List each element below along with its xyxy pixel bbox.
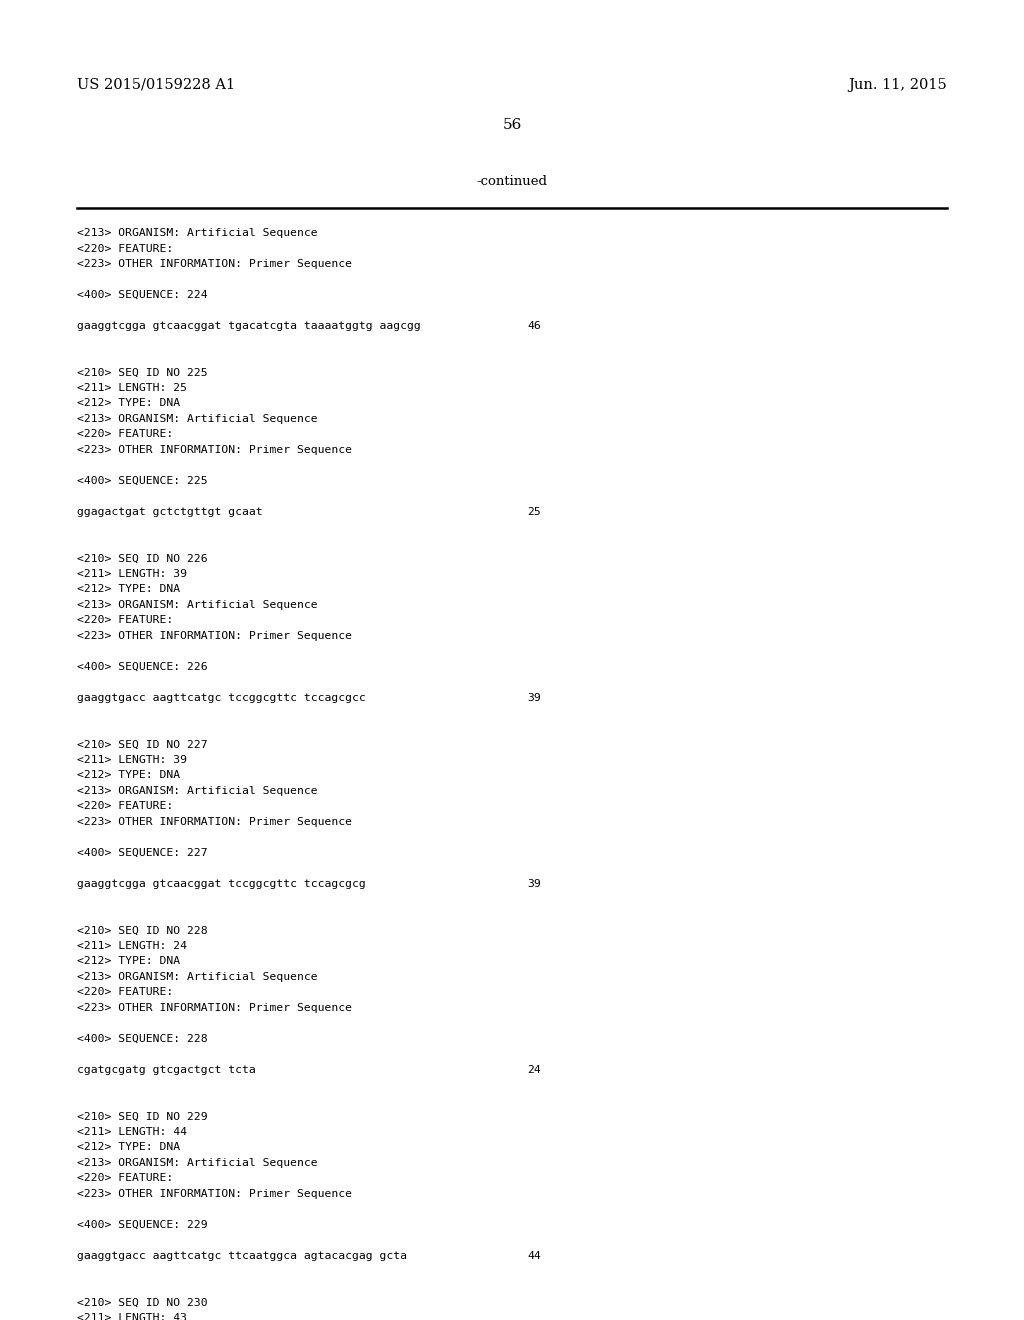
Text: <220> FEATURE:: <220> FEATURE: (77, 615, 173, 626)
Text: <223> OTHER INFORMATION: Primer Sequence: <223> OTHER INFORMATION: Primer Sequence (77, 631, 352, 642)
Text: <213> ORGANISM: Artificial Sequence: <213> ORGANISM: Artificial Sequence (77, 972, 317, 982)
Text: <210> SEQ ID NO 228: <210> SEQ ID NO 228 (77, 925, 208, 936)
Text: ggagactgat gctctgttgt gcaat: ggagactgat gctctgttgt gcaat (77, 507, 262, 517)
Text: <211> LENGTH: 44: <211> LENGTH: 44 (77, 1127, 186, 1137)
Text: 46: 46 (527, 321, 541, 331)
Text: <212> TYPE: DNA: <212> TYPE: DNA (77, 585, 180, 594)
Text: <220> FEATURE:: <220> FEATURE: (77, 429, 173, 440)
Text: <400> SEQUENCE: 228: <400> SEQUENCE: 228 (77, 1034, 208, 1044)
Text: <212> TYPE: DNA: <212> TYPE: DNA (77, 957, 180, 966)
Text: <400> SEQUENCE: 224: <400> SEQUENCE: 224 (77, 290, 208, 300)
Text: <211> LENGTH: 39: <211> LENGTH: 39 (77, 569, 186, 579)
Text: <400> SEQUENCE: 227: <400> SEQUENCE: 227 (77, 847, 208, 858)
Text: <210> SEQ ID NO 225: <210> SEQ ID NO 225 (77, 367, 208, 378)
Text: <212> TYPE: DNA: <212> TYPE: DNA (77, 1143, 180, 1152)
Text: gaaggtgacc aagttcatgc ttcaatggca agtacacgag gcta: gaaggtgacc aagttcatgc ttcaatggca agtacac… (77, 1251, 407, 1261)
Text: <223> OTHER INFORMATION: Primer Sequence: <223> OTHER INFORMATION: Primer Sequence (77, 817, 352, 828)
Text: gaaggtcgga gtcaacggat tgacatcgta taaaatggtg aagcgg: gaaggtcgga gtcaacggat tgacatcgta taaaatg… (77, 321, 421, 331)
Text: <213> ORGANISM: Artificial Sequence: <213> ORGANISM: Artificial Sequence (77, 414, 317, 424)
Text: <220> FEATURE:: <220> FEATURE: (77, 801, 173, 812)
Text: <210> SEQ ID NO 227: <210> SEQ ID NO 227 (77, 739, 208, 750)
Text: <210> SEQ ID NO 230: <210> SEQ ID NO 230 (77, 1298, 208, 1308)
Text: <213> ORGANISM: Artificial Sequence: <213> ORGANISM: Artificial Sequence (77, 785, 317, 796)
Text: <213> ORGANISM: Artificial Sequence: <213> ORGANISM: Artificial Sequence (77, 1158, 317, 1168)
Text: US 2015/0159228 A1: US 2015/0159228 A1 (77, 78, 234, 92)
Text: <210> SEQ ID NO 226: <210> SEQ ID NO 226 (77, 553, 208, 564)
Text: <210> SEQ ID NO 229: <210> SEQ ID NO 229 (77, 1111, 208, 1122)
Text: <213> ORGANISM: Artificial Sequence: <213> ORGANISM: Artificial Sequence (77, 601, 317, 610)
Text: 56: 56 (503, 117, 521, 132)
Text: 39: 39 (527, 879, 541, 888)
Text: <212> TYPE: DNA: <212> TYPE: DNA (77, 771, 180, 780)
Text: cgatgcgatg gtcgactgct tcta: cgatgcgatg gtcgactgct tcta (77, 1065, 256, 1074)
Text: Jun. 11, 2015: Jun. 11, 2015 (849, 78, 947, 92)
Text: <212> TYPE: DNA: <212> TYPE: DNA (77, 399, 180, 408)
Text: 39: 39 (527, 693, 541, 704)
Text: <211> LENGTH: 43: <211> LENGTH: 43 (77, 1313, 186, 1320)
Text: <220> FEATURE:: <220> FEATURE: (77, 1173, 173, 1184)
Text: <400> SEQUENCE: 229: <400> SEQUENCE: 229 (77, 1220, 208, 1230)
Text: <400> SEQUENCE: 225: <400> SEQUENCE: 225 (77, 477, 208, 486)
Text: <223> OTHER INFORMATION: Primer Sequence: <223> OTHER INFORMATION: Primer Sequence (77, 1189, 352, 1199)
Text: <211> LENGTH: 39: <211> LENGTH: 39 (77, 755, 186, 766)
Text: <400> SEQUENCE: 226: <400> SEQUENCE: 226 (77, 663, 208, 672)
Text: <223> OTHER INFORMATION: Primer Sequence: <223> OTHER INFORMATION: Primer Sequence (77, 1003, 352, 1012)
Text: 25: 25 (527, 507, 541, 517)
Text: <220> FEATURE:: <220> FEATURE: (77, 243, 173, 253)
Text: <223> OTHER INFORMATION: Primer Sequence: <223> OTHER INFORMATION: Primer Sequence (77, 259, 352, 269)
Text: 44: 44 (527, 1251, 541, 1261)
Text: <220> FEATURE:: <220> FEATURE: (77, 987, 173, 998)
Text: gaaggtcgga gtcaacggat tccggcgttc tccagcgcg: gaaggtcgga gtcaacggat tccggcgttc tccagcg… (77, 879, 366, 888)
Text: <213> ORGANISM: Artificial Sequence: <213> ORGANISM: Artificial Sequence (77, 228, 317, 238)
Text: <211> LENGTH: 25: <211> LENGTH: 25 (77, 383, 186, 393)
Text: <223> OTHER INFORMATION: Primer Sequence: <223> OTHER INFORMATION: Primer Sequence (77, 445, 352, 455)
Text: gaaggtgacc aagttcatgc tccggcgttc tccagcgcc: gaaggtgacc aagttcatgc tccggcgttc tccagcg… (77, 693, 366, 704)
Text: <211> LENGTH: 24: <211> LENGTH: 24 (77, 941, 186, 950)
Text: 24: 24 (527, 1065, 541, 1074)
Text: -continued: -continued (476, 176, 548, 187)
